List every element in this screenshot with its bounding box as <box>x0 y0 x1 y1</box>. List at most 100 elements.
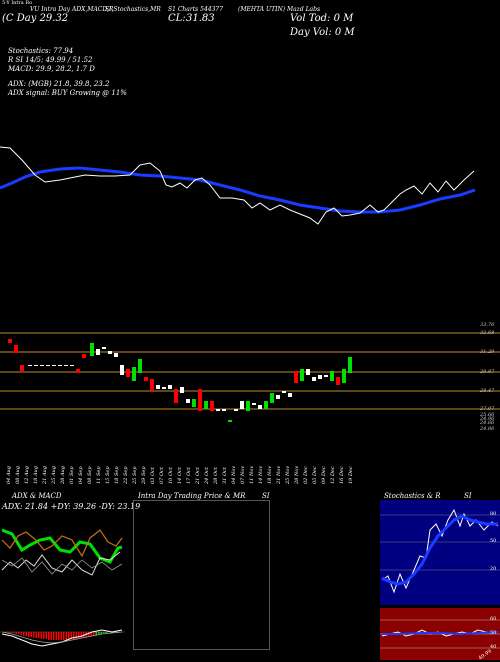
stochastics-readout: Stochastics: 77.94 <box>8 47 74 55</box>
candle <box>40 365 44 366</box>
price-level-label: 31.29 <box>480 349 495 355</box>
mrsi-panel-title: Intra Day Trading Price & MR <box>138 492 246 500</box>
stoch-d-line <box>381 514 498 586</box>
header-vol-day: Day Vol: 0 M <box>290 27 355 38</box>
candle <box>150 379 154 391</box>
candle <box>64 365 68 366</box>
candle <box>52 365 56 366</box>
candle <box>132 367 136 381</box>
candle <box>300 369 304 381</box>
price-level-label: 27.07 <box>480 406 495 412</box>
date-label: 11 Sep <box>96 466 102 484</box>
macd-readout: MACD: 29.9, 28.2, 1.7 D <box>8 65 95 73</box>
date-label: 31 Oct <box>222 467 228 484</box>
stoch-tick-20: 20 <box>490 566 497 572</box>
date-label: 21 Aug <box>42 466 48 484</box>
macd-histogram-bar <box>58 632 60 640</box>
stoch-tick-80: 80 <box>490 511 497 517</box>
candle <box>312 377 316 381</box>
adx-readout: ADX: (MGB) 21.8, 39.8, 23.2 <box>8 80 110 88</box>
date-label: 15 Sep <box>105 466 111 484</box>
macd-histogram-bar <box>20 632 22 635</box>
candle <box>162 387 166 389</box>
macd-histogram-bar <box>45 632 47 639</box>
macd-histogram-bar <box>35 632 37 638</box>
candle <box>198 389 202 411</box>
header-small-left: 5-Y Intra Ro <box>2 0 33 6</box>
macd-histogram-bar <box>18 632 20 634</box>
candle <box>246 401 250 411</box>
header-day-close: (C Day 29.32 <box>2 13 69 24</box>
date-label: 28 Oct <box>213 467 219 484</box>
candle <box>108 351 112 354</box>
date-label: 10 Oct <box>168 467 174 484</box>
macd-histogram-bar <box>98 632 100 634</box>
header-title-mid: SI,Stochastics,MR <box>105 6 161 13</box>
price-level-label: 24.06 <box>480 426 495 432</box>
macd-histogram-bar <box>10 632 12 633</box>
candle <box>222 409 226 411</box>
macd-histogram-bar <box>28 632 30 637</box>
date-label: 28 Nov <box>294 465 300 484</box>
price-level-label: 24.96 <box>480 416 495 422</box>
date-label: 08 Aug <box>15 466 21 484</box>
date-label: 01 Sep <box>69 466 75 484</box>
price-level-label: 29.87 <box>480 369 495 375</box>
candle <box>330 371 334 381</box>
candle <box>102 347 106 349</box>
stoch-tick-50: 50 <box>490 538 497 544</box>
date-label: 04 Sep <box>78 466 84 484</box>
date-label: 18 Aug <box>33 466 39 484</box>
date-label: 07 Oct <box>159 467 165 484</box>
candle <box>34 365 38 366</box>
candle <box>8 339 12 343</box>
header-title-tags: VU Intra Day ADX,MACD,R <box>30 6 114 13</box>
candle <box>174 389 178 403</box>
date-label: 07 Nov <box>240 465 246 484</box>
macd-histogram-bar <box>78 632 80 638</box>
macd-histogram-bar <box>105 632 107 633</box>
date-label: 16 Dec <box>339 466 345 484</box>
date-label: 18 Sep <box>114 466 120 484</box>
date-label: 25 Sep <box>132 466 138 484</box>
date-label: 28 Aug <box>60 466 66 484</box>
adx-white-line <box>1 551 121 576</box>
rsi-ma-line <box>382 631 499 636</box>
date-label: 04 Aug <box>6 466 12 484</box>
macd-histogram-bar <box>70 632 72 639</box>
adx-panel-values: ADX: 21.84 +DY: 39.26 -DY: 23.19 <box>2 502 141 511</box>
candle <box>282 391 286 393</box>
candle <box>342 369 346 383</box>
stoch-panel-title: Stochastics & R <box>384 492 441 500</box>
macd-histogram-bar <box>80 632 82 638</box>
candle <box>20 365 24 371</box>
price-level-label: 32.68 <box>480 330 495 336</box>
rsi-tick-60: 60 <box>490 616 497 622</box>
header-chart-id: S1 Charts 544377 <box>168 6 224 13</box>
adx-white-line-2 <box>1 557 123 575</box>
date-label: 14 Nov <box>258 465 264 484</box>
macd-histogram-bar <box>90 632 92 636</box>
candle <box>264 401 268 409</box>
macd-histogram-bar <box>40 632 42 639</box>
candle <box>210 401 214 411</box>
mrsi-panel <box>133 500 270 650</box>
candle <box>186 399 190 403</box>
candle <box>180 387 184 393</box>
candle <box>234 409 238 411</box>
candle <box>252 403 256 405</box>
date-label: 03 Oct <box>150 467 156 484</box>
macd-histogram-bar <box>23 632 25 636</box>
macd-histogram-bar <box>43 632 45 639</box>
macd-histogram-bar <box>55 632 57 640</box>
candle <box>76 369 80 373</box>
macd-histogram-bar <box>33 632 35 638</box>
candle <box>306 369 310 375</box>
date-label: 11 Nov <box>249 465 255 484</box>
candle <box>288 393 292 397</box>
rsi-readout: R SI 14/5: 49.99 / 51.52 <box>8 56 93 64</box>
price-level-label: 33.76 <box>480 322 495 328</box>
macd-histogram-bar <box>95 632 97 635</box>
price-level-label: 28.47 <box>480 388 495 394</box>
date-label: 18 Nov <box>267 465 273 484</box>
